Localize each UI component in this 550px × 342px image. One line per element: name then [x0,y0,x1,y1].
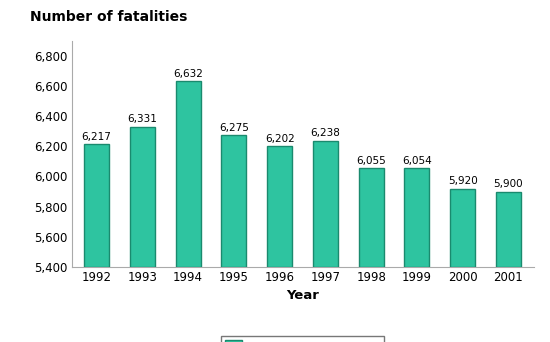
Text: 6,632: 6,632 [173,69,203,79]
Text: Number of fatalities: Number of fatalities [30,10,188,24]
Bar [267,146,292,267]
Bar [84,144,109,267]
Bar [130,127,155,267]
Text: 6,202: 6,202 [265,134,294,144]
Bar [175,81,201,267]
Text: 6,331: 6,331 [128,115,157,124]
Text: 6,275: 6,275 [219,123,249,133]
Legend: Total Fatalities per Year: Total Fatalities per Year [221,336,384,342]
Text: 6,238: 6,238 [310,128,340,139]
Bar [404,168,430,267]
Bar [450,188,475,267]
Bar [496,192,521,267]
Text: 5,900: 5,900 [493,179,523,189]
Bar [221,135,246,267]
X-axis label: Year: Year [286,289,319,302]
Text: 5,920: 5,920 [448,176,477,186]
Text: 6,054: 6,054 [402,156,432,166]
Bar [359,168,384,267]
Text: 6,055: 6,055 [356,156,386,166]
Bar [313,141,338,267]
Text: 6,217: 6,217 [82,132,112,142]
